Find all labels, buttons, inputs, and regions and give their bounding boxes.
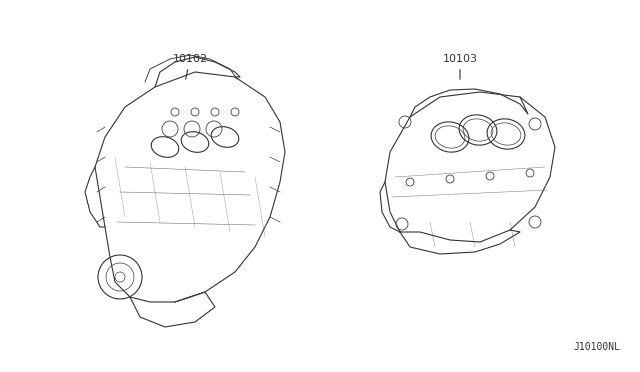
Text: 10102: 10102	[172, 54, 207, 79]
Text: J10100NL: J10100NL	[573, 342, 620, 352]
Text: 10103: 10103	[442, 54, 477, 79]
